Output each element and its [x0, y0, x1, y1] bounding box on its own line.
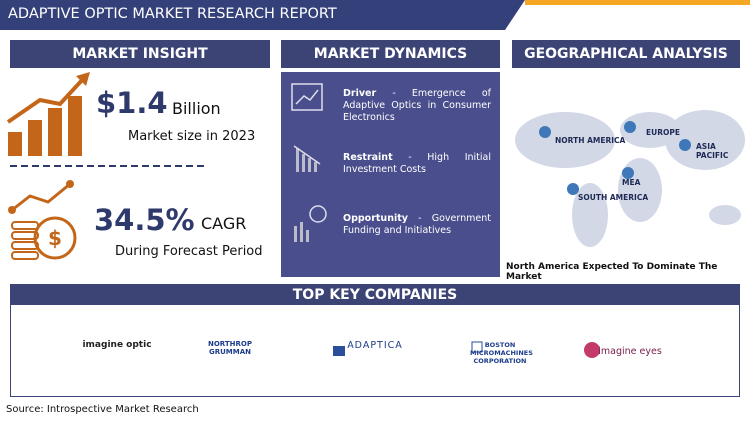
region-label: ASIA PACIFIC	[696, 142, 729, 160]
svg-text:$: $	[48, 226, 62, 250]
item-text: - High Initial Investment Costs	[343, 152, 491, 175]
company-logo: imagine optic	[82, 340, 152, 350]
dynamics-item: Opportunity - Government Funding and Ini…	[343, 213, 491, 237]
region-label: EUROPE	[646, 128, 680, 137]
cagr-label: During Forecast Period	[115, 244, 263, 259]
region-label: MEA	[622, 178, 641, 187]
market-size-label: Market size in 2023	[128, 129, 256, 144]
market-size-unit: Billion	[172, 99, 221, 118]
section-heading: GEOGRAPHICAL ANALYSIS	[512, 40, 740, 68]
section-heading: TOP KEY COMPANIES	[10, 284, 740, 305]
market-size-value: $1.4	[96, 86, 168, 120]
item-text: - Emergence of Adaptive Optics in Consum…	[343, 88, 491, 123]
geo-caption: North America Expected To Dominate The M…	[506, 262, 718, 282]
cagr-value: 34.5%	[94, 203, 195, 237]
company-logo: NORTHROP GRUMMAN	[208, 340, 252, 356]
section-heading: MARKET DYNAMICS	[281, 40, 500, 68]
item-title: Driver	[343, 88, 377, 99]
source: Source: Introspective Market Research	[6, 404, 199, 415]
dynamics-item: Driver - Emergence of Adaptive Optics in…	[343, 88, 491, 124]
dynamics-item: Restraint - High Initial Investment Cost…	[343, 152, 491, 176]
item-title: Restraint	[343, 152, 393, 163]
company-logo: imagine eyes	[598, 346, 662, 357]
item-title: Opportunity	[343, 213, 408, 224]
item-text: - Government Funding and Initiatives	[343, 213, 491, 236]
cagr-unit: CAGR	[201, 214, 247, 233]
region-label: NORTH AMERICA	[555, 136, 626, 145]
section-heading: MARKET INSIGHT	[10, 40, 270, 68]
company-logo: BOSTON MICROMACHINES CORPORATION	[470, 341, 533, 365]
region-label: SOUTH AMERICA	[578, 193, 649, 202]
title: ADAPTIVE OPTIC MARKET RESEARCH REPORT	[8, 6, 337, 22]
company-logo: ADAPTICA	[347, 340, 403, 351]
